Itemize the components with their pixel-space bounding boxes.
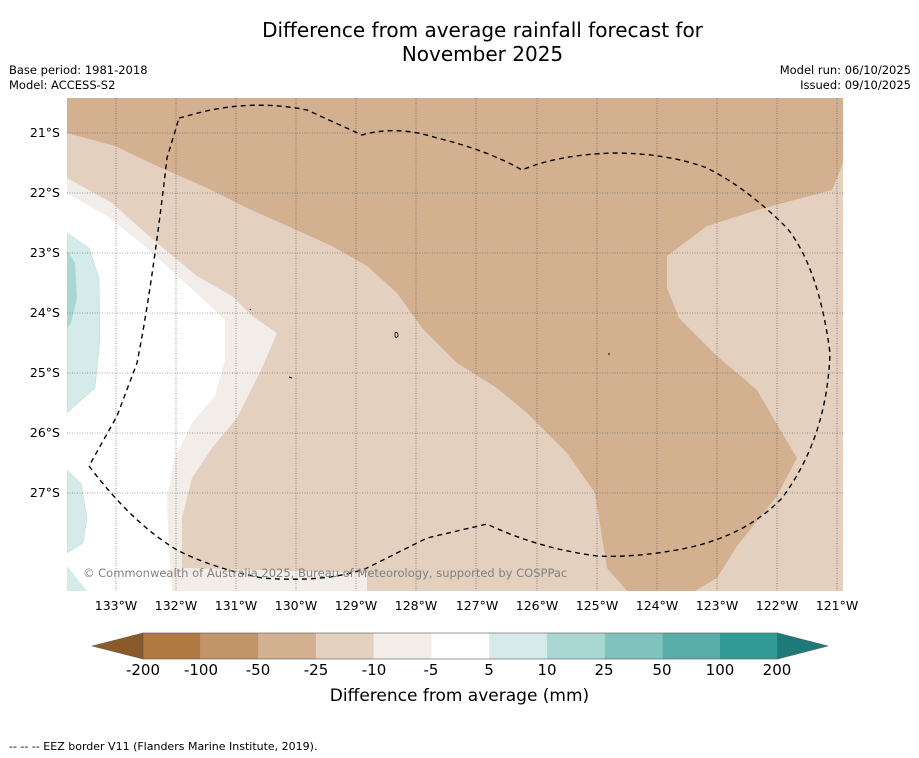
- lat-label: 22°S: [29, 185, 60, 200]
- model-name: Model: ACCESS-S2: [9, 78, 116, 92]
- lon-label: 127°W: [455, 598, 499, 613]
- lat-label: 23°S: [29, 245, 60, 260]
- rainfall-map: [67, 98, 843, 591]
- colorbar-segment: [489, 633, 547, 659]
- meta-left: Base period: 1981-2018 Model: ACCESS-S2: [9, 63, 148, 93]
- colorbar-segment: [143, 633, 201, 659]
- lon-label: 121°W: [815, 598, 859, 613]
- colorbar-tick: -50: [245, 661, 271, 679]
- graticule: [67, 98, 843, 591]
- island-marker: [249, 308, 252, 311]
- colorbar-segment: [720, 633, 778, 659]
- band-plus-5-10-south: [67, 469, 88, 554]
- colorbar-tick: 10: [537, 661, 557, 679]
- colorbar-tick: 50: [652, 661, 672, 679]
- colorbar-tick: -200: [125, 661, 161, 679]
- lon-label: 130°W: [274, 598, 318, 613]
- lon-label: 123°W: [695, 598, 739, 613]
- colorbar-tick: -100: [183, 661, 219, 679]
- copyright-credit: © Commonwealth of Australia 2025, Bureau…: [83, 566, 568, 580]
- map-panel: [67, 98, 843, 591]
- lon-label: 133°W: [94, 598, 138, 613]
- colorbar-tick: -5: [423, 661, 439, 679]
- colorbar-tick: -10: [361, 661, 387, 679]
- lat-label: 27°S: [29, 485, 60, 500]
- eez-border: [88, 104, 831, 580]
- base-period: Base period: 1981-2018: [9, 63, 148, 77]
- meta-right: Model run: 06/10/2025 Issued: 09/10/2025: [780, 63, 911, 93]
- colorbar-extend-low: [91, 632, 144, 660]
- colorbar: [91, 632, 829, 660]
- colorbar-segment: [662, 633, 720, 659]
- lon-label: 132°W: [154, 598, 198, 613]
- colorbar-segment: [258, 633, 317, 659]
- eez-footnote: -- -- -- EEZ border V11 (Flanders Marine…: [9, 740, 318, 753]
- colorbar-tick: -25: [303, 661, 329, 679]
- colorbar-segment: [546, 633, 605, 659]
- island-marker: [288, 376, 293, 379]
- colorbar-tick: 25: [594, 661, 614, 679]
- lat-label: 24°S: [29, 305, 60, 320]
- title-line-1: Difference from average rainfall forecas…: [262, 18, 703, 42]
- lon-label: 125°W: [575, 598, 619, 613]
- colorbar-outline: [142, 632, 779, 660]
- lat-label: 25°S: [29, 365, 60, 380]
- lat-label: 21°S: [29, 125, 60, 140]
- lon-label: 126°W: [515, 598, 559, 613]
- colorbar-tick: 100: [705, 661, 735, 679]
- lon-label: 128°W: [394, 598, 438, 613]
- colorbar-label: Difference from average (mm): [329, 686, 590, 706]
- island-marker: [394, 332, 399, 338]
- colorbar-segment: [200, 633, 259, 659]
- band-plus-5-10-corner: [67, 566, 87, 591]
- colorbar-segment: [604, 633, 663, 659]
- map-title: Difference from average rainfall forecas…: [0, 18, 919, 66]
- lat-label: 26°S: [29, 425, 60, 440]
- lon-label: 131°W: [214, 598, 258, 613]
- band-plus-10-25: [67, 250, 77, 328]
- band-minus-25-50: [67, 98, 843, 591]
- model-run: Model run: 06/10/2025: [779, 63, 911, 77]
- colorbar-tick: 200: [762, 661, 792, 679]
- lon-label: 124°W: [635, 598, 679, 613]
- band-minus-5-plus-5: [67, 193, 225, 591]
- colorbar-segment: [431, 633, 490, 659]
- lon-label: 129°W: [334, 598, 378, 613]
- colorbar-segment: [316, 633, 374, 659]
- lon-label: 122°W: [755, 598, 799, 613]
- colorbar-extend-high: [777, 632, 829, 660]
- colorbar-tick: 5: [484, 661, 494, 679]
- issued-date: Issued: 09/10/2025: [800, 78, 911, 92]
- colorbar-segment: [373, 633, 432, 659]
- title-line-2: November 2025: [401, 42, 564, 66]
